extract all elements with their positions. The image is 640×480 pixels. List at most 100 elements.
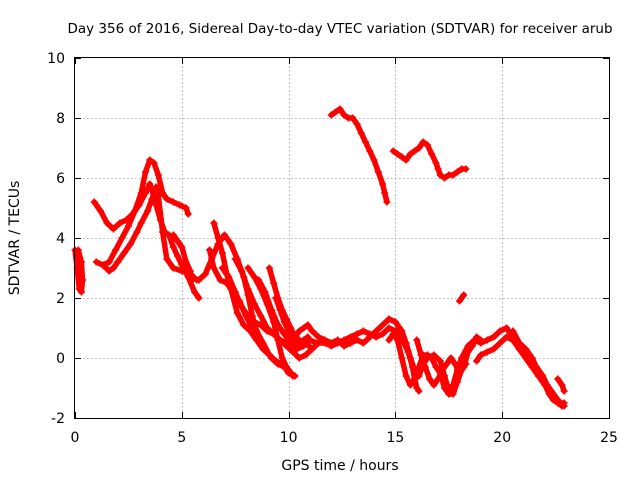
- data-track: [389, 138, 470, 182]
- data-point: [509, 327, 517, 335]
- data-point: [176, 201, 184, 209]
- data-point: [265, 351, 273, 359]
- data-track: [99, 156, 192, 269]
- data-point: [268, 306, 276, 314]
- data-point: [402, 372, 410, 380]
- y-tick-label: 10: [47, 51, 65, 67]
- data-point: [327, 111, 335, 119]
- data-point: [300, 324, 308, 332]
- data-point: [127, 240, 135, 248]
- data-track-line: [91, 181, 202, 301]
- data-point: [231, 288, 239, 296]
- data-point: [291, 372, 299, 380]
- data-point: [539, 372, 547, 380]
- data-track: [92, 183, 201, 284]
- data-point: [114, 258, 122, 266]
- data-point: [250, 273, 258, 281]
- data-point: [105, 258, 113, 266]
- data-point: [238, 303, 246, 311]
- data-point: [163, 195, 171, 203]
- data-point: [255, 276, 263, 284]
- data-track: [554, 375, 568, 395]
- data-point: [131, 207, 139, 215]
- data-point: [146, 180, 154, 188]
- data-point: [218, 249, 226, 257]
- data-point: [99, 261, 107, 269]
- data-point: [421, 363, 429, 371]
- data-point: [105, 267, 113, 275]
- data-point: [169, 243, 177, 251]
- data-point: [449, 171, 457, 179]
- data-point: [253, 336, 261, 344]
- data-point: [502, 324, 510, 332]
- data-point: [169, 198, 177, 206]
- data-point: [259, 345, 267, 353]
- data-point: [159, 228, 167, 236]
- data-point: [302, 339, 310, 347]
- data-point: [552, 393, 560, 401]
- data-point: [308, 327, 316, 335]
- data-point: [434, 375, 442, 383]
- data-point: [436, 171, 444, 179]
- data-point: [385, 336, 393, 344]
- data-point: [261, 288, 269, 296]
- plot-frame: [74, 57, 610, 419]
- data-point: [473, 357, 481, 365]
- data-point: [74, 246, 82, 254]
- data-point: [353, 336, 361, 344]
- data-track: [71, 246, 86, 296]
- data-point: [201, 270, 209, 278]
- data-point: [394, 336, 402, 344]
- data-point: [216, 276, 224, 284]
- data-point: [250, 300, 258, 308]
- data-point: [449, 390, 457, 398]
- data-point: [178, 243, 186, 251]
- data-track: [210, 219, 273, 359]
- data-point: [97, 207, 105, 215]
- data-point: [453, 168, 461, 176]
- data-point: [385, 324, 393, 332]
- data-point: [308, 345, 316, 353]
- data-point: [455, 369, 463, 377]
- data-point: [528, 354, 536, 362]
- data-point: [244, 312, 252, 320]
- data-point: [402, 156, 410, 164]
- data-point: [257, 312, 265, 320]
- data-point: [434, 165, 442, 173]
- data-point: [332, 108, 340, 116]
- data-point: [278, 354, 286, 362]
- data-point: [436, 357, 444, 365]
- data-point: [361, 138, 369, 146]
- data-track-line: [473, 334, 565, 409]
- data-point: [447, 354, 455, 362]
- data-point: [285, 327, 293, 335]
- data-point: [148, 195, 156, 203]
- data-point: [154, 171, 162, 179]
- data-point: [244, 264, 252, 272]
- data-point: [274, 360, 282, 368]
- data-point: [381, 189, 389, 197]
- data-point: [477, 336, 485, 344]
- data-point: [340, 111, 348, 119]
- data-point: [295, 354, 303, 362]
- data-point: [443, 360, 451, 368]
- data-point: [174, 252, 182, 260]
- data-point: [182, 258, 190, 266]
- data-point: [315, 339, 323, 347]
- data-point: [265, 264, 273, 272]
- data-point: [383, 198, 391, 206]
- data-point: [246, 327, 254, 335]
- data-point: [415, 144, 423, 152]
- data-point: [359, 327, 367, 335]
- data-point: [210, 264, 218, 272]
- data-point: [154, 192, 162, 200]
- data-point: [178, 261, 186, 269]
- data-point: [159, 189, 167, 197]
- data-point: [441, 384, 449, 392]
- data-point: [428, 354, 436, 362]
- data-point: [195, 276, 203, 284]
- data-point: [116, 219, 124, 227]
- data-point: [276, 306, 284, 314]
- data-point: [347, 333, 355, 341]
